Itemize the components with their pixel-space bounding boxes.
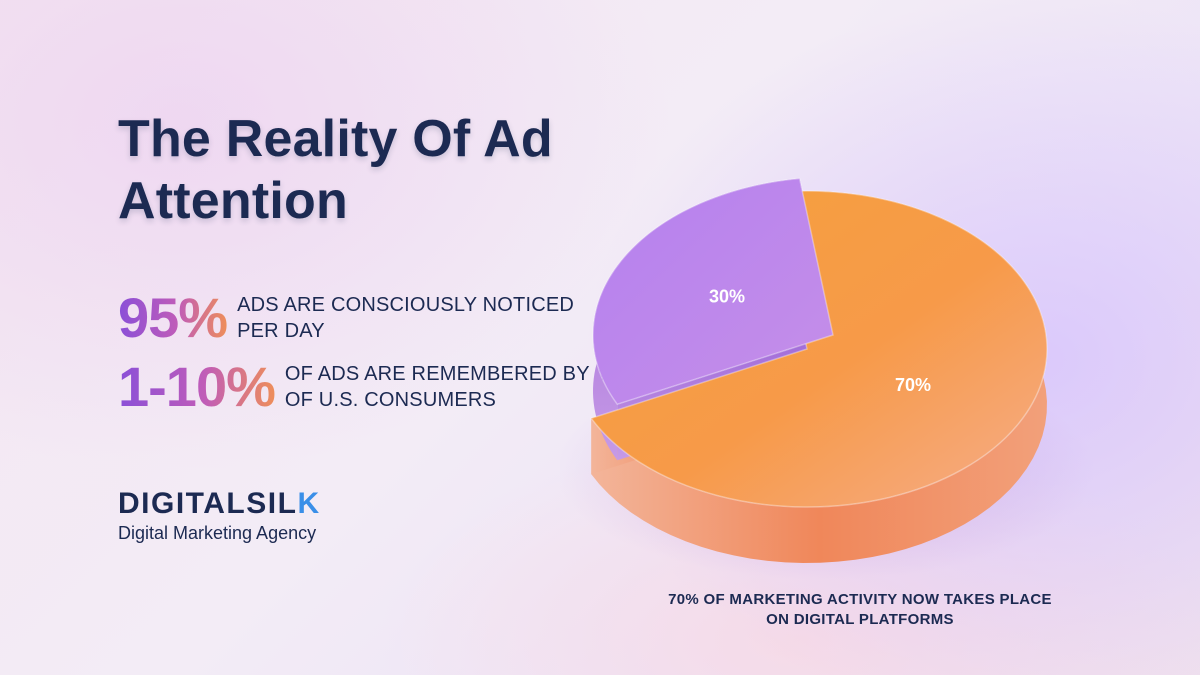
page-title: The Reality Of Ad Attention xyxy=(118,110,553,230)
stat-value: 95% xyxy=(118,286,228,349)
brand-logo: DIGITALSILK xyxy=(118,487,321,521)
pie-chart: 70% 30% xyxy=(560,140,1120,590)
brand-tagline: Digital Marketing Agency xyxy=(118,523,317,543)
pie-slice-label-0: 70% xyxy=(895,375,931,395)
logo-text-main: DIGITALSIL xyxy=(118,487,298,520)
pie-slice-label-1: 30% xyxy=(709,287,745,307)
stat-description: ADS ARE CONSCIOUSLY NOTICED PER DAY xyxy=(237,294,575,342)
stat-remembered: 1-10% OF ADS ARE REMEMBERED BY 41% OF U.… xyxy=(118,357,645,417)
stat-description: OF ADS ARE REMEMBERED BY 41% OF U.S. CON… xyxy=(284,363,636,411)
chart-caption: 70% OF MARKETING ACTIVITY NOW TAKES PLAC… xyxy=(668,591,1052,628)
stat-noticed: 95% ADS ARE CONSCIOUSLY NOTICED PER DAY xyxy=(118,288,597,348)
pie-slice-0 xyxy=(590,190,1048,508)
logo-text-accent: K xyxy=(297,487,321,520)
pie-slice-1 xyxy=(592,177,834,406)
pie-chart-svg: 70% 30% xyxy=(560,177,1095,580)
stat-value: 1-10% xyxy=(118,355,276,418)
